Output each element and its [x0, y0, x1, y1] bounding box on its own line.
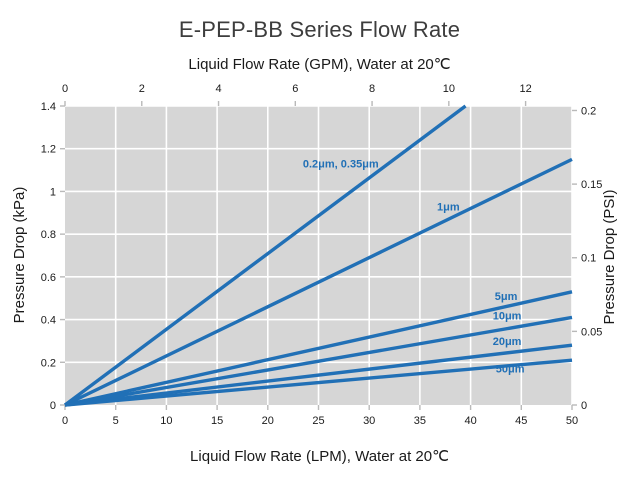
flow-line-label-50um: 50μm [496, 364, 525, 376]
left-tick-label: 1.2 [41, 144, 56, 156]
left-tick-label: 0.8 [41, 229, 56, 241]
left-tick-label: 1.4 [41, 101, 56, 113]
top-axis-title: Liquid Flow Rate (GPM), Water at 20℃ [188, 56, 451, 73]
top-tick-label: 0 [62, 83, 68, 95]
flow-line-20um [64, 343, 573, 407]
flow-line-0.2um-0.35um [63, 104, 467, 407]
flow-line-label-10um: 10μm [493, 310, 522, 322]
left-axis-title: Pressure Drop (kPa) [11, 186, 28, 324]
flow-line-label-20um: 20μm [493, 336, 522, 348]
bottom-tick-label: 25 [312, 415, 324, 427]
top-tick-label: 4 [215, 83, 221, 95]
bottom-tick-label: 5 [113, 415, 119, 427]
bottom-tick-label: 35 [414, 415, 426, 427]
bottom-tick-label: 50 [566, 415, 578, 427]
top-tick-label: 8 [369, 83, 375, 95]
right-tick-label: 0.15 [581, 179, 602, 191]
left-tick-label: 0.4 [41, 315, 56, 327]
flow-line-50um [64, 358, 573, 407]
bottom-tick-label: 45 [515, 415, 527, 427]
flow-line-10um [64, 315, 573, 407]
top-tick-label: 10 [443, 83, 455, 95]
flow-line-label-0.2um-0.35um: 0.2μm, 0.35μm [303, 159, 379, 171]
right-tick-label: 0.2 [581, 105, 596, 117]
left-tick-label: 0 [50, 400, 56, 412]
right-tick-label: 0 [581, 400, 587, 412]
bottom-tick-label: 20 [262, 415, 274, 427]
bottom-axis-title: Liquid Flow Rate (LPM), Water at 20℃ [190, 448, 449, 465]
right-tick-label: 0.1 [581, 253, 596, 265]
flow-line-label-1um: 1μm [437, 201, 460, 213]
top-tick-label: 12 [519, 83, 531, 95]
left-tick-label: 0.2 [41, 357, 56, 369]
bottom-tick-label: 40 [464, 415, 476, 427]
bottom-tick-label: 15 [211, 415, 223, 427]
chart-title: E-PEP-BB Series Flow Rate [178, 17, 461, 42]
bottom-tick-label: 10 [160, 415, 172, 427]
right-tick-label: 0.05 [581, 326, 602, 338]
right-axis-title: Pressure Drop (PSI) [601, 189, 618, 325]
bottom-tick-label: 0 [62, 415, 68, 427]
flow-line-5um [64, 290, 573, 407]
top-tick-label: 6 [292, 83, 298, 95]
flow-line-1um [64, 157, 573, 407]
flow-line-label-5um: 5μm [495, 291, 518, 303]
top-tick-label: 2 [139, 83, 145, 95]
left-tick-label: 1 [50, 186, 56, 198]
bottom-tick-label: 30 [363, 415, 375, 427]
left-tick-label: 0.6 [41, 272, 56, 284]
